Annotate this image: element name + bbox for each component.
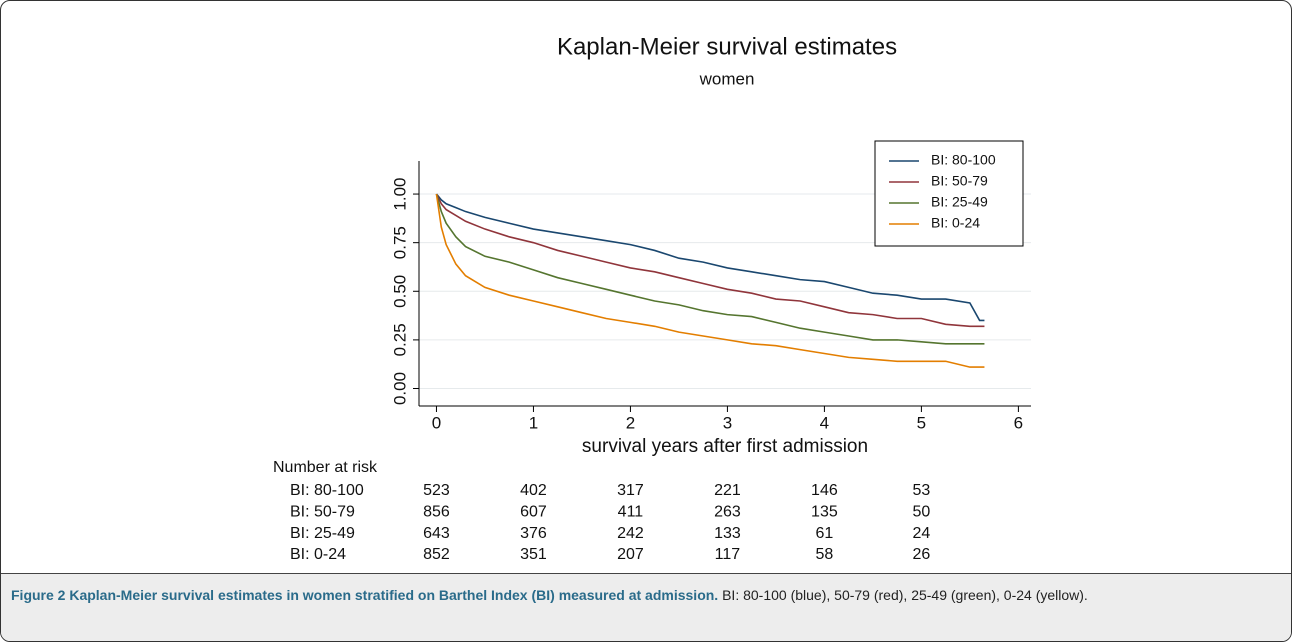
y-tick-label: 0.50 xyxy=(390,275,409,308)
risk-count: 207 xyxy=(617,546,644,563)
legend-label: BI: 50-79 xyxy=(931,173,988,189)
risk-count: 50 xyxy=(913,504,931,521)
y-tick-label: 0.75 xyxy=(390,226,409,259)
risk-count: 852 xyxy=(423,546,450,563)
risk-count: 24 xyxy=(913,525,931,542)
legend-label: BI: 0-24 xyxy=(931,215,980,231)
risk-count: 242 xyxy=(617,525,644,542)
x-tick-label: 6 xyxy=(1014,413,1023,432)
caption-label: Figure 2 Kaplan-Meier survival estimates… xyxy=(11,587,719,603)
risk-count: 263 xyxy=(714,504,741,521)
risk-count: 146 xyxy=(811,482,838,499)
risk-count: 135 xyxy=(811,504,838,521)
x-tick-label: 3 xyxy=(723,413,732,432)
risk-row-label: BI: 80-100 xyxy=(290,482,364,499)
x-tick-label: 5 xyxy=(917,413,926,432)
y-tick-label: 0.00 xyxy=(390,372,409,405)
chart-subtitle: women xyxy=(699,69,755,88)
survival-line xyxy=(435,193,985,328)
x-tick-label: 0 xyxy=(432,413,441,432)
risk-count: 376 xyxy=(520,525,547,542)
x-tick-label: 2 xyxy=(626,413,635,432)
survival-line xyxy=(435,193,985,345)
survival-line xyxy=(435,193,985,322)
risk-table-title: Number at risk xyxy=(273,459,378,476)
risk-count: 643 xyxy=(423,525,450,542)
legend-label: BI: 80-100 xyxy=(931,152,996,168)
risk-count: 133 xyxy=(714,525,741,542)
risk-count: 351 xyxy=(520,546,547,563)
risk-count: 53 xyxy=(913,482,931,499)
risk-count: 411 xyxy=(618,504,644,521)
y-tick-label: 0.25 xyxy=(390,323,409,356)
caption-text: BI: 80-100 (blue), 50-79 (red), 25-49 (g… xyxy=(718,587,1088,603)
risk-row-label: BI: 25-49 xyxy=(290,525,355,542)
risk-row-label: BI: 0-24 xyxy=(290,546,346,563)
chart: Kaplan-Meier survival estimates women su… xyxy=(273,33,1031,563)
x-axis-label: survival years after first admission xyxy=(582,436,868,457)
risk-count: 856 xyxy=(423,504,450,521)
risk-count: 117 xyxy=(715,546,741,563)
legend-label: BI: 25-49 xyxy=(931,194,988,210)
risk-count: 402 xyxy=(520,482,547,499)
risk-count: 58 xyxy=(816,546,834,563)
x-tick-label: 1 xyxy=(529,413,538,432)
risk-count: 26 xyxy=(913,546,931,563)
risk-count: 523 xyxy=(423,482,450,499)
risk-count: 317 xyxy=(617,482,644,499)
x-tick-label: 4 xyxy=(820,413,829,432)
chart-title: Kaplan-Meier survival estimates xyxy=(557,33,897,60)
risk-row-label: BI: 50-79 xyxy=(290,504,355,521)
caption: Figure 2 Kaplan-Meier survival estimates… xyxy=(1,573,1291,641)
y-tick-label: 1.00 xyxy=(390,178,409,211)
risk-count: 221 xyxy=(714,482,741,499)
legend-box xyxy=(874,140,1024,247)
survival-line xyxy=(435,193,985,368)
risk-count: 61 xyxy=(816,525,834,542)
risk-count: 607 xyxy=(520,504,547,521)
